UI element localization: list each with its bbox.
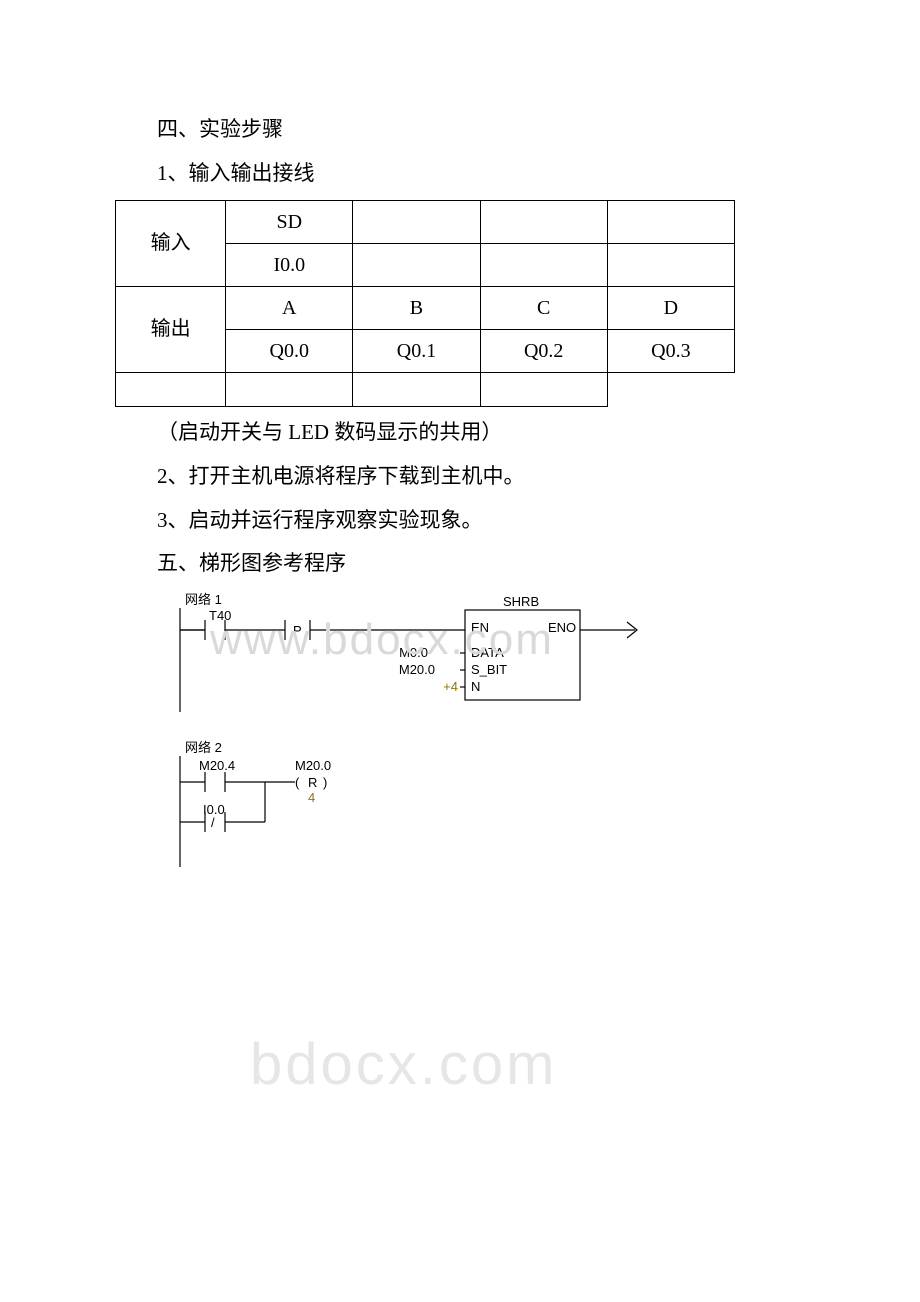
shrb-n-val: +4 — [443, 679, 458, 694]
cell: A — [226, 286, 353, 329]
step-3: 3、启动并运行程序观察实验现象。 — [115, 501, 805, 541]
cell — [226, 372, 353, 406]
shrb-en: EN — [471, 620, 489, 635]
net1-title: 网络 1 — [185, 592, 222, 607]
net2-coil-n: 4 — [308, 790, 315, 805]
section-heading: 四、实验步骤 — [115, 110, 805, 150]
net2-coil-label: M20.0 — [295, 758, 331, 773]
cell — [480, 200, 607, 243]
shrb-sbit-val: M20.0 — [399, 662, 435, 677]
output-label: 输出 — [116, 286, 226, 372]
shrb-data-label: DATA — [471, 645, 504, 660]
net2-title: 网络 2 — [185, 740, 222, 755]
shrb-name: SHRB — [503, 594, 539, 609]
cell: C — [480, 286, 607, 329]
cell: Q0.0 — [226, 329, 353, 372]
cell — [116, 372, 226, 406]
net1-edge: P — [293, 623, 302, 638]
cell: B — [353, 286, 480, 329]
cell: Q0.3 — [607, 329, 734, 372]
shrb-eno: ENO — [548, 620, 576, 635]
note: （启动开关与 LED 数码显示的共用） — [115, 413, 805, 453]
cell: Q0.1 — [353, 329, 480, 372]
cell — [480, 372, 607, 406]
cell — [607, 243, 734, 286]
shrb-data-val: M0.0 — [399, 645, 428, 660]
net2-c2-type: / — [211, 815, 215, 830]
coil-open: ( — [295, 775, 300, 790]
cell: Q0.2 — [480, 329, 607, 372]
ladder-diagram: 网络 1 T40 P SHRB EN ENO DATA M0.0 S_BIT M… — [165, 592, 675, 882]
section-5: 五、梯形图参考程序 — [115, 544, 805, 584]
cell: SD — [226, 200, 353, 243]
shrb-sbit-label: S_BIT — [471, 662, 507, 677]
step-2: 2、打开主机电源将程序下载到主机中。 — [115, 457, 805, 497]
cell — [353, 372, 480, 406]
io-table: 输入 SD I0.0 输出 A B C D Q0.0 Q0.1 Q0.2 Q0.… — [115, 200, 735, 407]
input-label: 输入 — [116, 200, 226, 286]
cell — [480, 243, 607, 286]
cell — [607, 200, 734, 243]
net2-coil-type: R — [308, 775, 317, 790]
shrb-n-label: N — [471, 679, 480, 694]
cell: I0.0 — [226, 243, 353, 286]
cell: D — [607, 286, 734, 329]
watermark-2: bdocx.com — [250, 1010, 557, 1120]
net2-c1: M20.4 — [199, 758, 235, 773]
step-1: 1、输入输出接线 — [115, 154, 805, 194]
coil-close: ) — [323, 775, 327, 790]
net1-contact: T40 — [209, 608, 231, 623]
cell — [353, 200, 480, 243]
cell — [353, 243, 480, 286]
ladder-svg: 网络 1 T40 P SHRB EN ENO DATA M0.0 S_BIT M… — [165, 592, 675, 882]
